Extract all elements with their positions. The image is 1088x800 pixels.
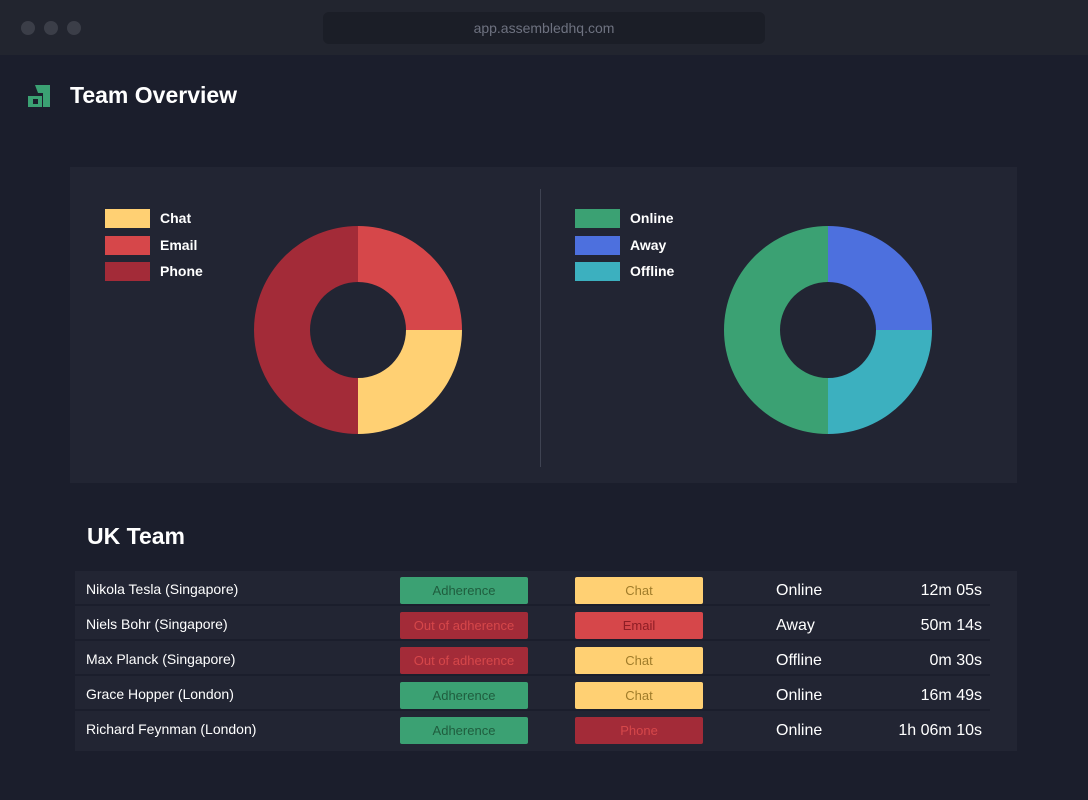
adherence-badge: Out of adherence bbox=[400, 612, 528, 639]
legend-label: Offline bbox=[630, 263, 675, 279]
assembled-logo-icon bbox=[28, 85, 50, 107]
status-duration: 0m 30s bbox=[929, 652, 982, 669]
channel-badge: Chat bbox=[575, 682, 703, 709]
table-row[interactable]: Grace Hopper (London) Adherence Chat Onl… bbox=[75, 676, 1017, 711]
window-maximize-dot[interactable] bbox=[67, 21, 81, 35]
legend-label: Away bbox=[630, 236, 667, 253]
agent-name: Richard Feynman (London) bbox=[86, 721, 257, 737]
legend-label: Phone bbox=[160, 263, 203, 279]
table-row[interactable]: Richard Feynman (London) Adherence Phone… bbox=[75, 711, 1017, 746]
donut-slice-phone bbox=[254, 226, 358, 434]
legend-label: Online bbox=[630, 210, 674, 226]
agent-name: Max Planck (Singapore) bbox=[86, 651, 236, 667]
adherence-badge: Adherence bbox=[400, 717, 528, 744]
donut-slice-offline bbox=[828, 330, 932, 434]
legend-swatch-phone bbox=[105, 262, 150, 281]
window-minimize-dot[interactable] bbox=[44, 21, 58, 35]
address-bar[interactable]: app.assembledhq.com bbox=[323, 12, 765, 44]
channel-badge: Email bbox=[575, 612, 703, 639]
donut-slice-email bbox=[358, 226, 462, 330]
channel-donut-chart bbox=[254, 226, 462, 434]
legend-swatch-online bbox=[575, 209, 620, 228]
panel-divider bbox=[540, 189, 541, 467]
legend-label: Chat bbox=[160, 210, 192, 226]
window-close-dot[interactable] bbox=[21, 21, 35, 35]
legend-swatch-offline bbox=[575, 262, 620, 281]
adherence-badge: Adherence bbox=[400, 577, 528, 604]
status-duration: 50m 14s bbox=[920, 617, 982, 634]
agent-status: Online bbox=[776, 687, 823, 704]
adherence-badge: Adherence bbox=[400, 682, 528, 709]
agent-name: Niels Bohr (Singapore) bbox=[86, 616, 228, 632]
agent-status: Online bbox=[776, 582, 823, 599]
agent-name: Nikola Tesla (Singapore) bbox=[86, 581, 239, 597]
table-row[interactable]: Niels Bohr (Singapore) Out of adherence … bbox=[75, 606, 1017, 641]
table-row[interactable]: Max Planck (Singapore) Out of adherence … bbox=[75, 641, 1017, 676]
legend-swatch-chat bbox=[105, 209, 150, 228]
channel-badge: Chat bbox=[575, 647, 703, 674]
donut-slice-chat bbox=[358, 330, 462, 434]
page-title: Team Overview bbox=[70, 82, 238, 108]
status-duration: 1h 06m 10s bbox=[898, 722, 982, 739]
status-donut-chart bbox=[724, 226, 932, 434]
channel-badge: Phone bbox=[575, 717, 703, 744]
adherence-badge: Out of adherence bbox=[400, 647, 528, 674]
donut-slice-away bbox=[828, 226, 932, 330]
status-duration: 12m 05s bbox=[920, 582, 982, 599]
status-duration: 16m 49s bbox=[920, 687, 982, 704]
table-row[interactable]: Nikola Tesla (Singapore) Adherence Chat … bbox=[75, 571, 1017, 606]
agent-name: Grace Hopper (London) bbox=[86, 686, 234, 702]
agent-status: Online bbox=[776, 722, 823, 739]
team-table: Nikola Tesla (Singapore) Adherence Chat … bbox=[75, 571, 1017, 751]
legend-swatch-away bbox=[575, 235, 620, 255]
donut-slice-online bbox=[724, 226, 828, 434]
agent-status: Offline bbox=[776, 652, 822, 669]
channel-badge: Chat bbox=[575, 577, 703, 604]
legend-swatch-email bbox=[105, 235, 150, 255]
legend-label: Email bbox=[160, 236, 198, 253]
charts-panel: Chat Email Phone Online Away Offline bbox=[70, 167, 1017, 483]
team-title: UK Team bbox=[87, 523, 185, 549]
agent-status: Away bbox=[776, 617, 815, 634]
browser-chrome: app.assembledhq.com bbox=[0, 0, 1088, 55]
